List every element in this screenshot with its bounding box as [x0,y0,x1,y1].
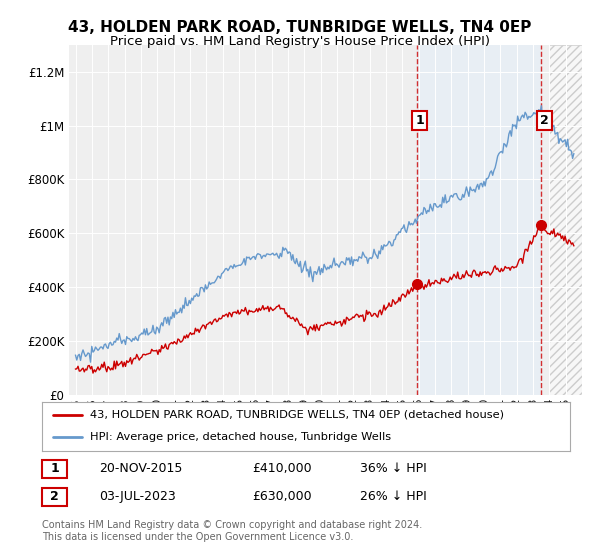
Text: HPI: Average price, detached house, Tunbridge Wells: HPI: Average price, detached house, Tunb… [89,432,391,442]
Text: £410,000: £410,000 [252,462,311,475]
Text: 20-NOV-2015: 20-NOV-2015 [99,462,182,475]
Text: 2: 2 [540,114,549,127]
Text: This data is licensed under the Open Government Licence v3.0.: This data is licensed under the Open Gov… [42,532,353,542]
Text: 43, HOLDEN PARK ROAD, TUNBRIDGE WELLS, TN4 0EP (detached house): 43, HOLDEN PARK ROAD, TUNBRIDGE WELLS, T… [89,410,503,420]
Text: Price paid vs. HM Land Registry's House Price Index (HPI): Price paid vs. HM Land Registry's House … [110,35,490,48]
Text: 1: 1 [415,114,424,127]
Text: Contains HM Land Registry data © Crown copyright and database right 2024.: Contains HM Land Registry data © Crown c… [42,520,422,530]
Text: 43, HOLDEN PARK ROAD, TUNBRIDGE WELLS, TN4 0EP: 43, HOLDEN PARK ROAD, TUNBRIDGE WELLS, T… [68,20,532,35]
Text: 36% ↓ HPI: 36% ↓ HPI [360,462,427,475]
Text: 1: 1 [50,462,59,475]
Text: £630,000: £630,000 [252,490,311,503]
Text: 26% ↓ HPI: 26% ↓ HPI [360,490,427,503]
Text: 2: 2 [50,490,59,503]
Text: 03-JUL-2023: 03-JUL-2023 [99,490,176,503]
